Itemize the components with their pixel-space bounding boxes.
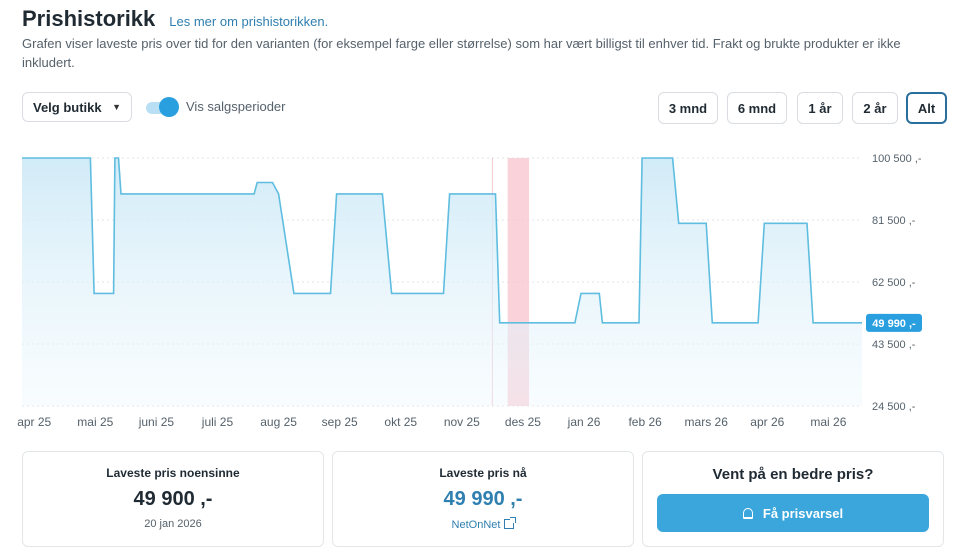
price-badge-label: 49 990 ,- <box>872 318 916 330</box>
price-alert-button-label: Få prisvarsel <box>762 505 844 521</box>
x-tick-label: des 25 <box>505 415 541 429</box>
price-alert-button[interactable]: Få prisvarsel <box>657 494 929 532</box>
current-price-badge: 49 990 ,- <box>866 313 922 332</box>
x-tick-label: aug 25 <box>260 415 297 429</box>
sale-periods-toggle[interactable] <box>146 97 179 117</box>
y-tick-label: 43 500 ,- <box>872 339 916 351</box>
range-button-2y[interactable]: 2 år <box>852 92 898 124</box>
x-tick-label: feb 26 <box>628 415 662 429</box>
lowest-ever-date: 20 jan 2026 <box>144 518 202 530</box>
range-button-all[interactable]: Alt <box>906 92 947 124</box>
page-title: Prishistorikk <box>22 6 156 31</box>
y-tick-label: 62 500 ,- <box>872 277 916 289</box>
lowest-now-value: 49 990 ,- <box>443 488 523 510</box>
lowest-now-label: Laveste pris nå <box>439 466 527 480</box>
price-alert-card: Vent på en bedre pris? Få prisvarsel <box>642 451 944 547</box>
lowest-ever-value: 49 900 ,- <box>133 488 213 510</box>
store-name: NetOnNet <box>451 519 501 531</box>
x-tick-label: okt 25 <box>384 415 417 429</box>
x-tick-label: apr 25 <box>17 415 51 429</box>
x-tick-label: jan 26 <box>567 415 601 429</box>
price-alert-title: Vent på en bedre pris? <box>712 466 874 483</box>
range-button-3m[interactable]: 3 mnd <box>658 92 718 124</box>
y-tick-label: 81 500 ,- <box>872 215 916 227</box>
range-button-6m[interactable]: 6 mnd <box>727 92 787 124</box>
y-tick-label: 24 500 ,- <box>872 401 916 413</box>
chart-description: Grafen viser laveste pris over tid for d… <box>22 36 901 70</box>
x-tick-label: juni 25 <box>138 415 175 429</box>
x-tick-label: nov 25 <box>444 415 480 429</box>
external-link-icon <box>504 517 517 529</box>
title-row: Prishistorikk Les mer om prishistorikken… <box>22 6 328 32</box>
price-history-chart[interactable]: 100 500 ,- 81 500 ,- 62 500 ,- 43 500 ,- 24 … <box>0 140 960 440</box>
toggle-knob <box>159 97 179 117</box>
sale-periods-label: Vis salgsperioder <box>186 99 286 114</box>
price-badge-bg <box>866 313 922 332</box>
store-select-label: Velg butikk <box>33 99 102 115</box>
range-button-1y[interactable]: 1 år <box>797 92 843 124</box>
x-axis-ticks: apr 25 mai 25 juni 25 juli 25 aug 25 sep 25 ok… <box>17 415 847 429</box>
price-area <box>22 158 862 406</box>
x-tick-label: mai 25 <box>77 415 113 429</box>
x-tick-label: juli 25 <box>201 415 234 429</box>
store-select[interactable]: Velg butikk ▼ <box>22 92 132 122</box>
price-line <box>22 157 862 324</box>
lowest-now-card: Laveste pris nå 49 990 ,- NetOnNet <box>332 451 634 547</box>
lowest-ever-card: Laveste pris noensinne 49 900 ,- 20 jan … <box>22 451 324 547</box>
bell-icon <box>742 507 753 519</box>
lowest-ever-label: Laveste pris noensinne <box>106 466 240 480</box>
x-tick-label: apr 26 <box>750 415 784 429</box>
y-axis-ticks: 100 500 ,- 81 500 ,- 62 500 ,- 43 500 ,- 24 … <box>872 153 922 413</box>
x-tick-label: mars 26 <box>685 415 729 429</box>
x-tick-label: sep 25 <box>322 415 358 429</box>
lowest-now-store-link[interactable]: NetOnNet <box>333 517 633 531</box>
learn-more-link[interactable]: Les mer om prishistorikken. <box>169 14 329 29</box>
y-tick-label: 100 500 ,- <box>872 153 922 165</box>
caret-down-icon: ▼ <box>112 102 121 112</box>
x-tick-label: mai 26 <box>810 415 846 429</box>
